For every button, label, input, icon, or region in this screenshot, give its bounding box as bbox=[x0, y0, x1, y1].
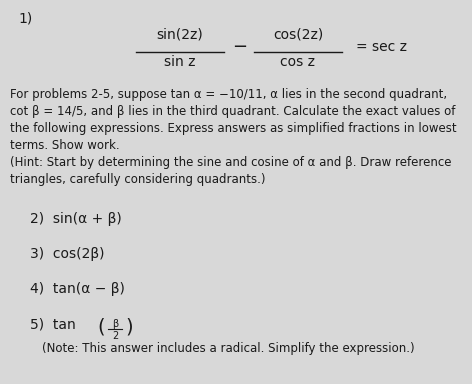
Text: sin z: sin z bbox=[164, 55, 196, 69]
Text: cos(2z): cos(2z) bbox=[273, 28, 323, 42]
Text: = sec z: = sec z bbox=[356, 40, 407, 54]
Text: 2: 2 bbox=[112, 331, 118, 341]
Text: sin(2z): sin(2z) bbox=[157, 28, 203, 42]
Text: For problems 2-5, suppose tan α = −10/11, α lies in the second quadrant,: For problems 2-5, suppose tan α = −10/11… bbox=[10, 88, 447, 101]
Text: cot β = 14/5, and β lies in the third quadrant. Calculate the exact values of: cot β = 14/5, and β lies in the third qu… bbox=[10, 105, 455, 118]
Text: the following expressions. Express answers as simplified fractions in lowest: the following expressions. Express answe… bbox=[10, 122, 456, 135]
Text: ): ) bbox=[125, 318, 133, 336]
Text: 2)  sin(α + β): 2) sin(α + β) bbox=[30, 212, 122, 226]
Text: 5)  tan: 5) tan bbox=[30, 317, 76, 331]
Text: (: ( bbox=[97, 318, 105, 336]
Text: 3)  cos(2β): 3) cos(2β) bbox=[30, 247, 104, 261]
Text: (Note: This answer includes a radical. Simplify the expression.): (Note: This answer includes a radical. S… bbox=[42, 342, 414, 355]
Text: (Hint: Start by determining the sine and cosine of α and β. Draw reference: (Hint: Start by determining the sine and… bbox=[10, 156, 452, 169]
Text: β: β bbox=[112, 319, 118, 329]
Text: terms. Show work.: terms. Show work. bbox=[10, 139, 119, 152]
Text: cos z: cos z bbox=[280, 55, 315, 69]
Text: triangles, carefully considering quadrants.): triangles, carefully considering quadran… bbox=[10, 173, 265, 186]
Text: 4)  tan(α − β): 4) tan(α − β) bbox=[30, 282, 125, 296]
Text: 1): 1) bbox=[18, 12, 32, 26]
Text: −: − bbox=[232, 38, 247, 56]
